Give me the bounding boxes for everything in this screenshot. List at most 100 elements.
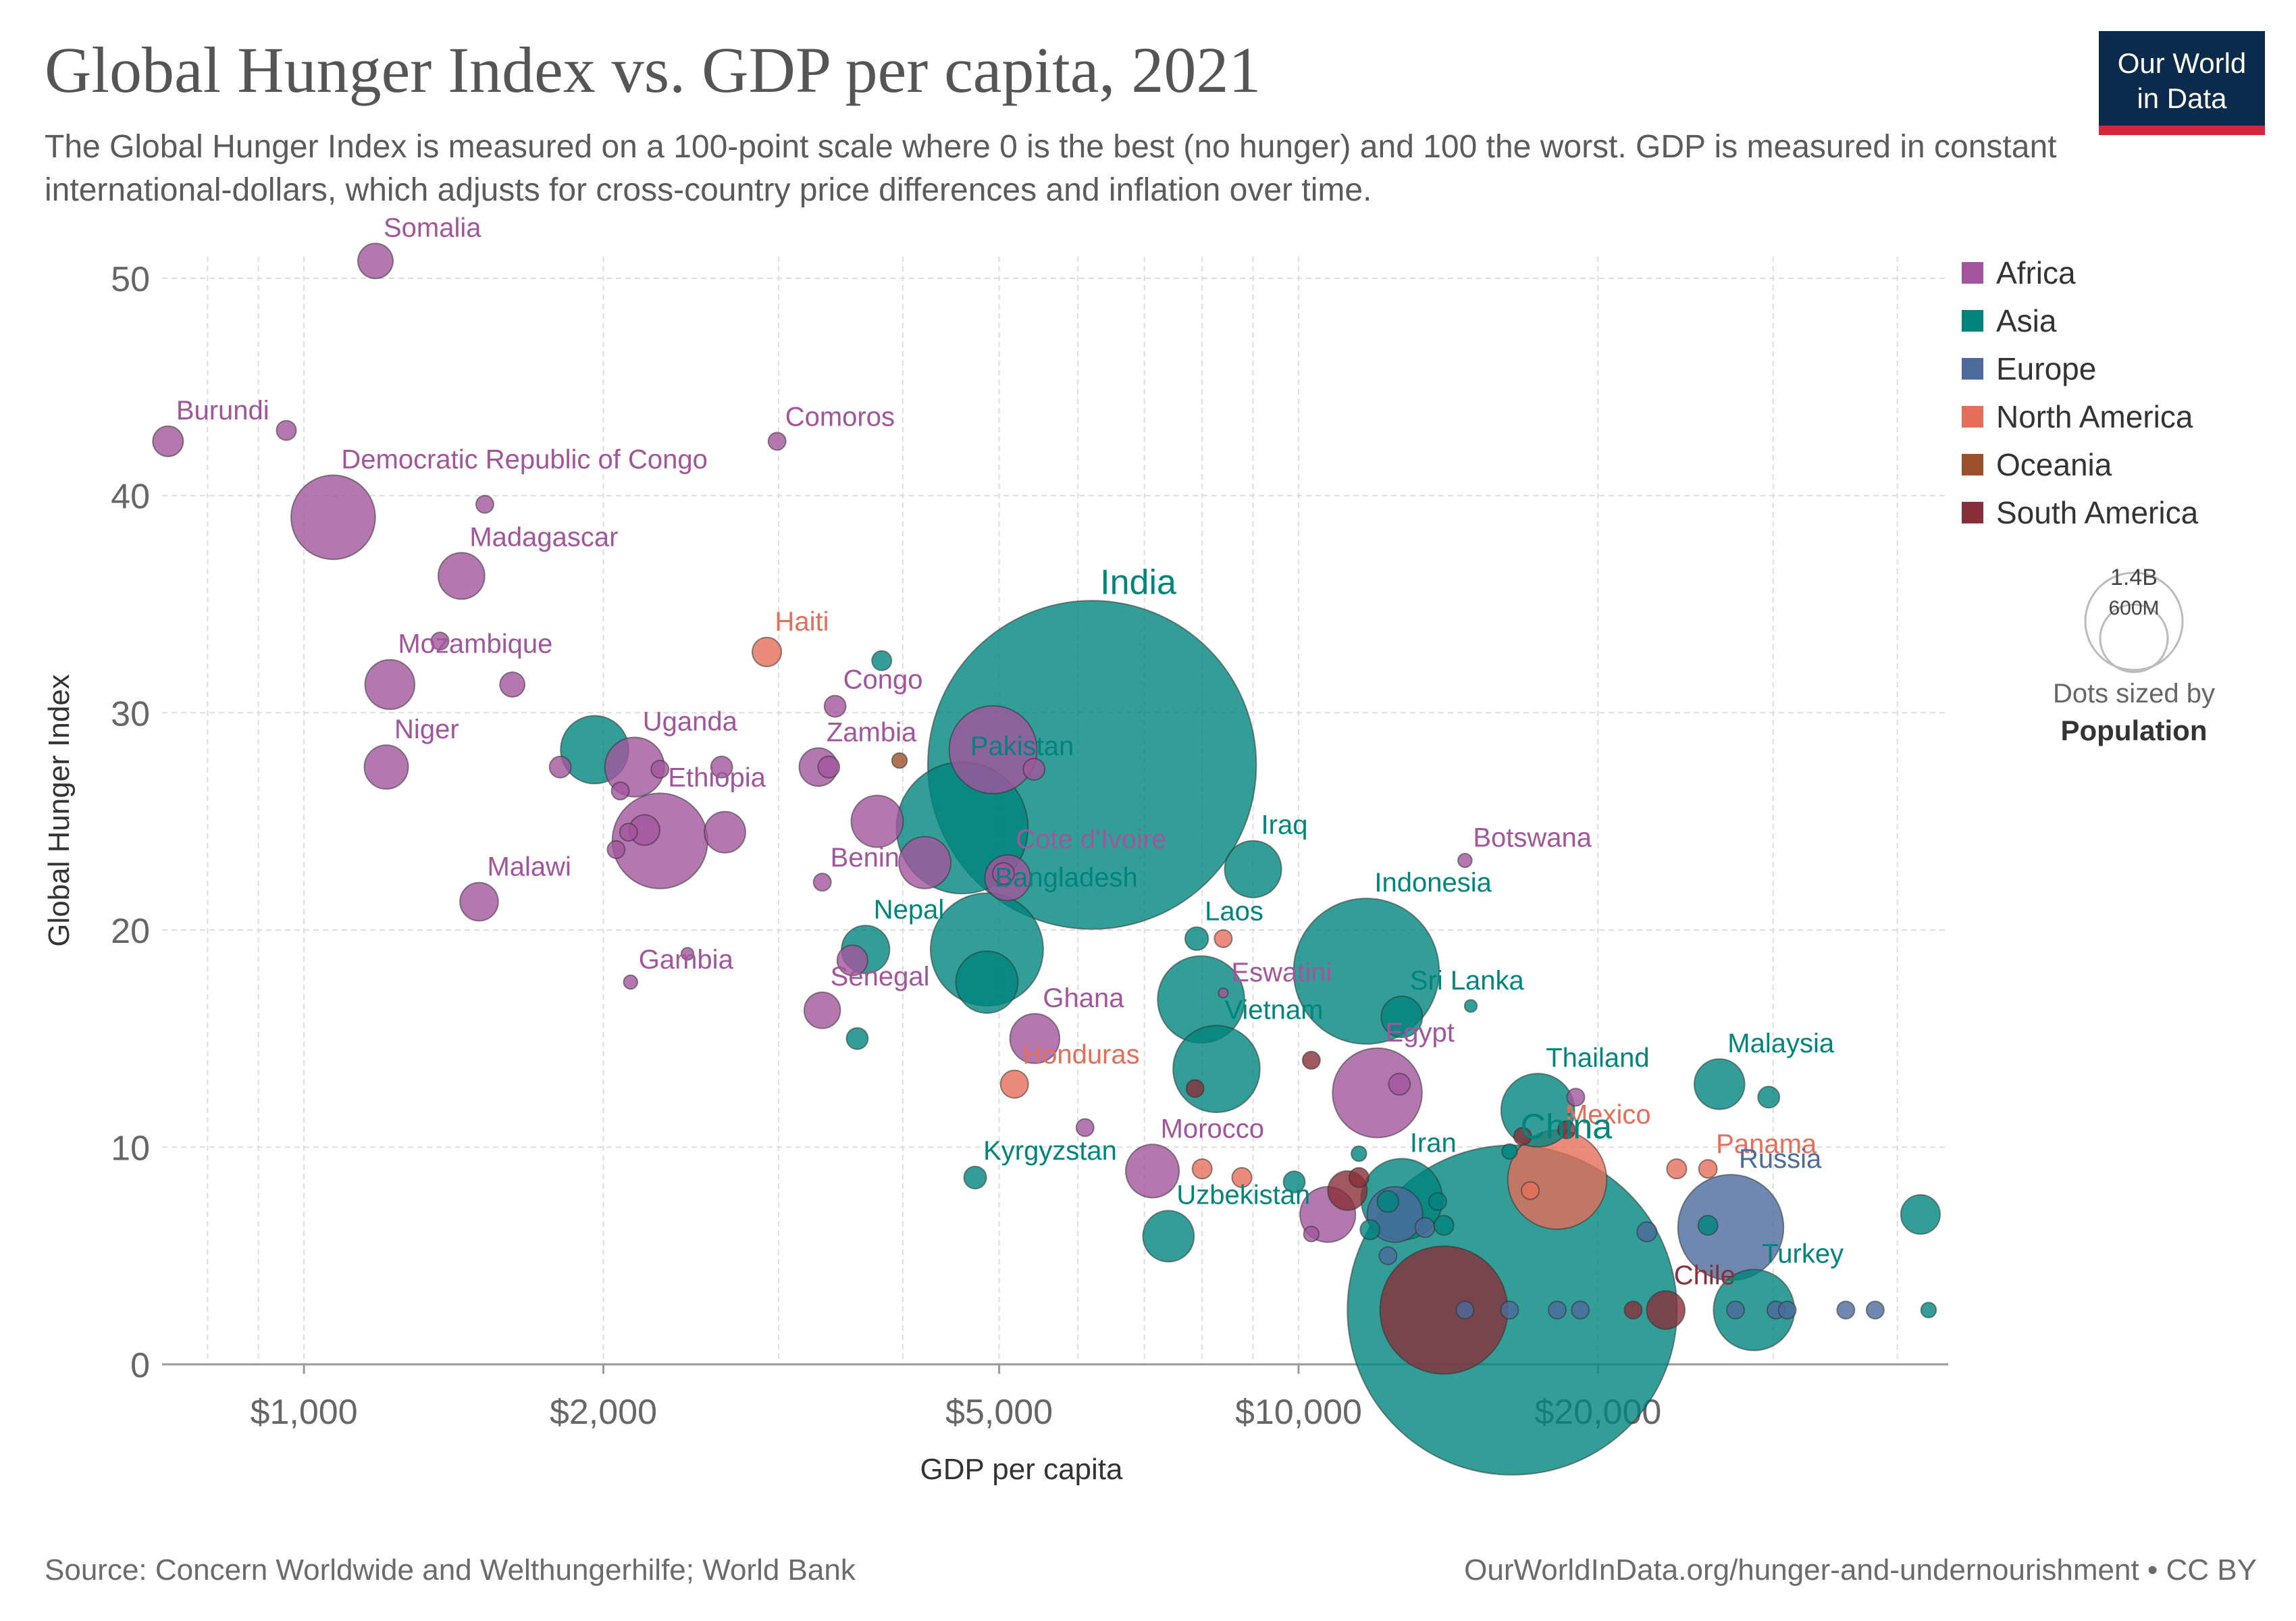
point-africa-dot[interactable] xyxy=(680,947,695,961)
point-morocco[interactable] xyxy=(1125,1143,1180,1199)
point-africa-dot[interactable] xyxy=(710,755,733,779)
point-kyrgyzstan[interactable] xyxy=(963,1165,987,1190)
legend-label-oceania[interactable]: Oceania xyxy=(1996,447,2112,482)
point-asia-dot[interactable] xyxy=(1900,1194,1941,1235)
point-congo[interactable] xyxy=(823,694,847,718)
point-asia-dot[interactable] xyxy=(1351,1145,1367,1162)
point-democratic-republic-of-congo[interactable] xyxy=(290,474,376,561)
point-europe-dot[interactable] xyxy=(1725,1300,1745,1320)
point-uzbekistan[interactable] xyxy=(1142,1210,1195,1263)
point-south-america-dot[interactable] xyxy=(1557,1120,1576,1139)
legend-label-north-america[interactable]: North America xyxy=(1996,399,2193,434)
point-asia-dot[interactable] xyxy=(871,650,893,671)
point-malaysia[interactable] xyxy=(1693,1058,1746,1110)
point-africa-dot[interactable] xyxy=(548,755,572,779)
point-africa-dot[interactable] xyxy=(992,862,1015,885)
point-asia-dot[interactable] xyxy=(1428,1191,1447,1211)
point-eswatini[interactable] xyxy=(1218,987,1229,999)
point-egypt[interactable] xyxy=(1332,1047,1423,1139)
point-panama[interactable] xyxy=(1698,1159,1718,1179)
point-europe-dot[interactable] xyxy=(1547,1300,1567,1320)
point-africa-dot[interactable] xyxy=(898,835,952,890)
point-south-america-dot[interactable] xyxy=(1513,1127,1532,1146)
point-laos[interactable] xyxy=(1184,926,1209,951)
point-asia-dot[interactable] xyxy=(1697,1214,1719,1236)
legend-label-europe[interactable]: Europe xyxy=(1996,351,2096,386)
point-europe-dot[interactable] xyxy=(1836,1300,1856,1320)
point-asia-dot[interactable] xyxy=(1920,1302,1937,1318)
owid-logo[interactable]: Our World in Data xyxy=(2099,31,2265,135)
point-burundi[interactable] xyxy=(152,425,184,457)
point-north-america-dot[interactable] xyxy=(1214,929,1233,948)
legend-swatch-south-america[interactable] xyxy=(1962,502,1983,523)
point-gambia[interactable] xyxy=(623,974,639,990)
point-europe-dot[interactable] xyxy=(1636,1221,1658,1243)
point-africa-dot[interactable] xyxy=(1566,1087,1586,1107)
point-africa-dot[interactable] xyxy=(430,632,450,651)
point-north-america-dot[interactable] xyxy=(1666,1158,1688,1180)
point-south-america-dot[interactable] xyxy=(1301,1050,1321,1070)
point-africa-dot[interactable] xyxy=(1075,1118,1095,1137)
point-asia-dot[interactable] xyxy=(1359,1219,1381,1241)
point-asia-dot[interactable] xyxy=(955,950,1019,1014)
point-somalia[interactable] xyxy=(357,242,394,280)
point-sri-lanka[interactable] xyxy=(1380,996,1424,1038)
legend-label-asia[interactable]: Asia xyxy=(1996,303,2057,338)
point-asia-dot[interactable] xyxy=(845,1027,869,1050)
point-oceania-dot[interactable] xyxy=(891,752,908,769)
point-europe-dot[interactable] xyxy=(1500,1300,1519,1320)
legend-label-africa[interactable]: Africa xyxy=(1996,255,2076,290)
point-chile[interactable] xyxy=(1646,1290,1686,1330)
legend-swatch-europe[interactable] xyxy=(1962,358,1983,380)
point-mozambique[interactable] xyxy=(364,659,416,711)
legend-swatch-north-america[interactable] xyxy=(1962,406,1983,428)
point-south-america-dot[interactable] xyxy=(1348,1166,1369,1188)
point-asia-dot[interactable] xyxy=(1282,1170,1306,1193)
point-africa-dot[interactable] xyxy=(817,755,841,779)
point-madagascar[interactable] xyxy=(437,552,486,600)
point-africa-dot[interactable] xyxy=(619,823,638,842)
point-haiti[interactable] xyxy=(751,636,783,667)
legend-swatch-oceania[interactable] xyxy=(1962,454,1983,475)
point-niger[interactable] xyxy=(363,744,409,790)
point-botswana[interactable] xyxy=(1457,852,1473,869)
point-asia-dot[interactable] xyxy=(1463,999,1478,1013)
point-africa-dot[interactable] xyxy=(610,781,630,801)
point-asia-dot[interactable] xyxy=(1757,1085,1781,1109)
point-africa-dot[interactable] xyxy=(499,671,526,698)
point-iraq[interactable] xyxy=(1224,840,1282,898)
point-africa-dot[interactable] xyxy=(606,840,626,859)
point-benin[interactable] xyxy=(812,873,832,892)
point-europe-dot[interactable] xyxy=(1414,1216,1436,1238)
point-malawi[interactable] xyxy=(459,881,499,922)
point-europe-dot[interactable] xyxy=(1865,1300,1885,1320)
point-europe-dot[interactable] xyxy=(1571,1300,1590,1320)
legend-swatch-africa[interactable] xyxy=(1962,262,1983,284)
point-africa-dot[interactable] xyxy=(836,944,868,977)
point-africa-dot[interactable] xyxy=(1388,1073,1411,1096)
legend-swatch-asia[interactable] xyxy=(1962,310,1983,332)
point-north-america-dot[interactable] xyxy=(1521,1181,1540,1200)
point-north-america-dot[interactable] xyxy=(1231,1166,1253,1188)
point-africa-dot[interactable] xyxy=(1022,757,1046,781)
point-asia-dot[interactable] xyxy=(1433,1214,1455,1236)
point-vietnam[interactable] xyxy=(1172,1025,1261,1114)
point-north-america-dot[interactable] xyxy=(1191,1158,1213,1180)
point-europe-dot[interactable] xyxy=(1378,1246,1398,1266)
point-south-america-dot[interactable] xyxy=(1185,1079,1205,1098)
point-honduras[interactable] xyxy=(999,1069,1029,1099)
point-senegal[interactable] xyxy=(803,992,841,1029)
point-africa-dot[interactable] xyxy=(948,704,1038,794)
point-africa-dot[interactable] xyxy=(1303,1225,1320,1243)
point-ghana[interactable] xyxy=(1009,1012,1061,1064)
point-asia-dot[interactable] xyxy=(1376,1189,1400,1213)
point-south-america-dot[interactable] xyxy=(1623,1300,1643,1320)
point-asia-dot[interactable] xyxy=(1501,1143,1518,1160)
source-url[interactable]: OurWorldInData.org/hunger-and-undernouri… xyxy=(1464,1553,2257,1587)
point-africa-dot[interactable] xyxy=(850,794,904,848)
point-africa-dot[interactable] xyxy=(650,759,670,779)
point-europe-dot[interactable] xyxy=(1455,1300,1475,1320)
point-comoros[interactable] xyxy=(767,432,787,451)
point-africa-dot[interactable] xyxy=(475,494,494,514)
point-africa-dot[interactable] xyxy=(703,810,746,854)
